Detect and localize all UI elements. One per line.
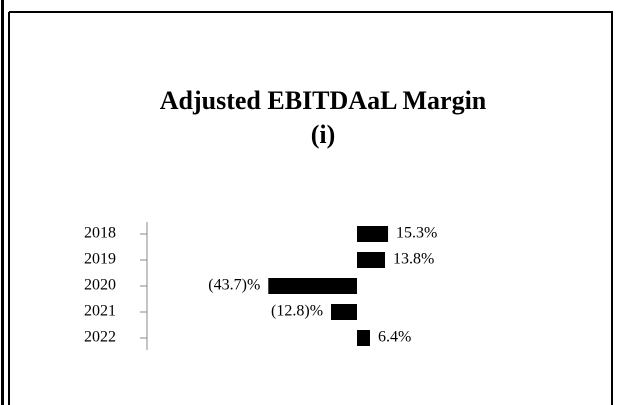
value-label: (43.7)% — [208, 277, 260, 294]
value-label: 13.8% — [393, 251, 434, 268]
chart-subtitle: (i) — [311, 120, 336, 149]
category-label: 2021 — [84, 303, 116, 320]
category-label: 2020 — [84, 277, 116, 294]
value-label: (12.8)% — [271, 303, 323, 320]
value-label: 6.4% — [378, 329, 411, 346]
bar — [357, 226, 389, 242]
value-label: 15.3% — [396, 225, 437, 242]
chart-title: Adjusted EBITDAaL Margin — [160, 86, 487, 115]
category-label: 2022 — [84, 329, 116, 346]
bar — [268, 278, 357, 294]
bar — [357, 252, 386, 268]
bar — [331, 304, 357, 320]
bar — [357, 330, 370, 346]
category-label: 2019 — [84, 251, 116, 268]
category-label: 2018 — [84, 225, 116, 242]
